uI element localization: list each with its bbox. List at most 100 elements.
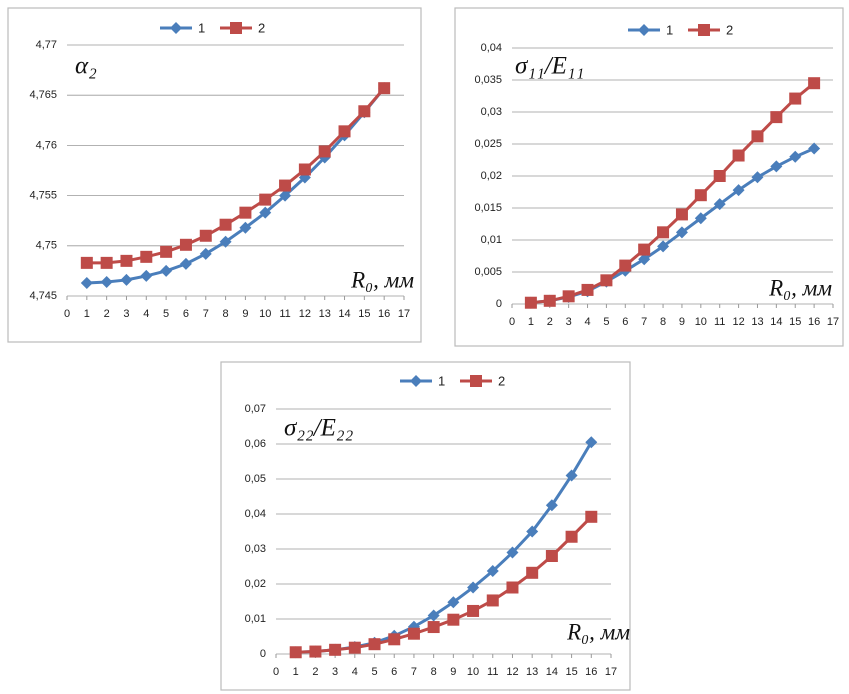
marker bbox=[770, 111, 783, 124]
x-tick-label: 13 bbox=[751, 316, 763, 328]
series-line bbox=[530, 82, 816, 305]
x-tick-label: 2 bbox=[547, 316, 553, 328]
x-tick-label: 0 bbox=[64, 308, 70, 320]
x-tick-label: 14 bbox=[338, 308, 350, 320]
marker bbox=[259, 206, 272, 219]
legend-label: 1 bbox=[438, 373, 445, 388]
marker bbox=[219, 235, 232, 248]
x-tick-label: 8 bbox=[431, 666, 437, 678]
marker bbox=[348, 641, 361, 654]
y-tick-label: 0,01 bbox=[481, 234, 502, 246]
marker bbox=[526, 525, 539, 538]
marker bbox=[259, 193, 272, 206]
x-tick-label: 5 bbox=[371, 666, 377, 678]
marker bbox=[388, 633, 401, 646]
y-tick-label: 4,745 bbox=[29, 290, 57, 302]
x-tick-label: 15 bbox=[789, 316, 801, 328]
marker bbox=[694, 189, 707, 202]
x-tick-label: 7 bbox=[641, 316, 647, 328]
marker bbox=[140, 250, 153, 263]
y-tick-label: 0,005 bbox=[474, 266, 502, 278]
marker bbox=[80, 256, 93, 269]
x-tick-label: 17 bbox=[827, 316, 839, 328]
marker bbox=[120, 254, 133, 267]
y-tick-label: 0,02 bbox=[245, 578, 266, 590]
marker bbox=[309, 645, 322, 658]
marker bbox=[427, 621, 440, 634]
marker bbox=[565, 530, 578, 543]
y-tick-label: 4,76 bbox=[36, 139, 57, 151]
marker bbox=[732, 184, 745, 197]
marker bbox=[713, 198, 726, 211]
y-tick-label: 4,77 bbox=[36, 39, 57, 51]
x-tick-label: 6 bbox=[391, 666, 397, 678]
y-tick-label: 0,015 bbox=[474, 202, 502, 214]
x-tick-label: 5 bbox=[163, 308, 169, 320]
chart-frame bbox=[454, 7, 844, 347]
x-tick-label: 11 bbox=[279, 308, 290, 320]
marker bbox=[675, 226, 688, 239]
marker bbox=[585, 510, 598, 523]
marker bbox=[160, 245, 173, 258]
marker bbox=[600, 274, 613, 287]
marker bbox=[199, 247, 212, 260]
series-line bbox=[86, 87, 386, 285]
marker bbox=[545, 550, 558, 562]
x-tick-label: 2 bbox=[312, 666, 318, 678]
legend-marker bbox=[638, 24, 650, 36]
y-tick-label: 0,04 bbox=[245, 508, 266, 520]
x-tick-label: 4 bbox=[352, 666, 358, 678]
x-tick-label: 3 bbox=[332, 666, 338, 678]
x-axis-label: R₀, мм bbox=[768, 275, 832, 300]
y-tick-label: 0,025 bbox=[474, 138, 502, 150]
x-tick-label: 5 bbox=[603, 316, 609, 328]
marker bbox=[543, 294, 556, 307]
x-tick-label: 11 bbox=[487, 666, 498, 678]
marker bbox=[585, 436, 598, 449]
x-tick-label: 11 bbox=[714, 316, 725, 328]
y-tick-label: 0,03 bbox=[481, 106, 502, 118]
marker bbox=[467, 581, 480, 594]
chart-title: σ₂₂/E₂₂ bbox=[284, 415, 354, 442]
marker bbox=[179, 257, 192, 270]
y-tick-label: 4,765 bbox=[29, 89, 57, 101]
x-tick-label: 14 bbox=[770, 316, 782, 328]
marker bbox=[675, 208, 688, 221]
x-tick-label: 16 bbox=[585, 666, 597, 678]
x-tick-label: 7 bbox=[203, 308, 209, 320]
x-tick-label: 10 bbox=[467, 666, 479, 678]
x-tick-label: 12 bbox=[732, 316, 744, 328]
legend-label: 1 bbox=[666, 22, 673, 37]
y-tick-label: 0 bbox=[496, 298, 502, 310]
legend-marker bbox=[410, 375, 422, 387]
y-tick-label: 0,02 bbox=[481, 170, 502, 182]
x-tick-label: 8 bbox=[223, 308, 229, 320]
y-tick-label: 0,04 bbox=[481, 42, 502, 54]
marker bbox=[486, 594, 499, 607]
marker bbox=[545, 499, 558, 512]
series-line bbox=[295, 515, 593, 654]
x-tick-label: 9 bbox=[679, 316, 685, 328]
marker bbox=[358, 105, 371, 118]
marker bbox=[506, 546, 519, 559]
legend-marker bbox=[698, 24, 710, 36]
x-tick-label: 10 bbox=[259, 308, 271, 320]
x-tick-label: 4 bbox=[584, 316, 590, 328]
marker bbox=[713, 170, 726, 182]
legend-label: 2 bbox=[726, 22, 733, 37]
legend-label: 2 bbox=[498, 373, 505, 388]
x-tick-label: 6 bbox=[622, 316, 628, 328]
x-tick-label: 6 bbox=[183, 308, 189, 320]
x-axis-label: R₀, мм bbox=[350, 267, 414, 292]
marker bbox=[562, 290, 575, 303]
x-tick-label: 16 bbox=[808, 316, 820, 328]
marker bbox=[657, 240, 670, 253]
marker bbox=[447, 613, 460, 626]
marker bbox=[160, 264, 173, 277]
marker bbox=[619, 259, 632, 272]
marker bbox=[427, 609, 440, 622]
x-tick-label: 15 bbox=[565, 666, 577, 678]
marker bbox=[657, 226, 670, 239]
